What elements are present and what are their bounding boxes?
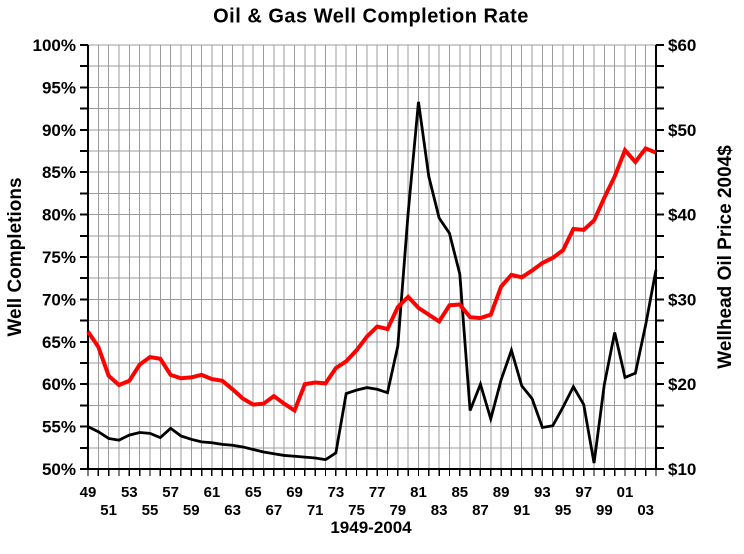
x-tick-label: 93 [534, 484, 551, 501]
x-tick-label: 03 [637, 502, 654, 519]
x-tick-label: 65 [245, 484, 262, 501]
axes [87, 45, 657, 470]
x-tick-label: 63 [224, 502, 241, 519]
tick-labels: 100% 95% 90% 85% 80% 75% 70% 65% 60% 55% 50% $60 $50… [33, 36, 697, 519]
x-tick-label: 91 [513, 502, 530, 519]
x-tick-label: 79 [389, 502, 406, 519]
y-right-tick-label: $30 [668, 290, 696, 309]
y-left-tick-label: 90% [42, 121, 76, 140]
x-tick-label: 83 [431, 502, 448, 519]
tick-marks [80, 44, 664, 476]
x-tick-label: 85 [451, 484, 468, 501]
y-left-tick-label: 60% [42, 375, 76, 394]
x-tick-label: 57 [162, 484, 179, 501]
y-left-tick-label: 50% [42, 460, 76, 479]
series-oil-price-line [87, 101, 658, 464]
x-tick-label: 75 [348, 502, 365, 519]
x-tick-label: 81 [410, 484, 427, 501]
x-tick-label: 69 [286, 484, 303, 501]
y-right-tick-label: $20 [668, 375, 696, 394]
y-left-tick-label: 75% [42, 248, 76, 267]
x-tick-label: 73 [328, 484, 345, 501]
x-tick-label: 87 [472, 502, 489, 519]
x-tick-label: 97 [575, 484, 592, 501]
x-tick-label: 89 [493, 484, 510, 501]
x-tick-label: 55 [142, 502, 159, 519]
x-axis-title: 1949-2004 [330, 518, 412, 537]
x-tick-label: 53 [121, 484, 138, 501]
y-left-tick-label: 85% [42, 163, 76, 182]
series-completion-rate-line [86, 146, 657, 414]
chart-title: Oil & Gas Well Completion Rate [213, 5, 529, 28]
y-left-tick-label: 100% [33, 36, 76, 55]
x-tick-label: 71 [307, 502, 324, 519]
x-tick-label: 61 [204, 484, 221, 501]
y-right-tick-label: $40 [668, 206, 696, 225]
y-left-tick-label: 55% [42, 418, 76, 437]
x-tick-label: 77 [369, 484, 386, 501]
y-left-tick-label: 70% [42, 290, 76, 309]
x-tick-label: 95 [555, 502, 572, 519]
y-left-tick-label: 65% [42, 333, 76, 352]
x-tick-label: 49 [80, 484, 97, 501]
y-right-tick-label: $10 [668, 460, 696, 479]
gridlines [88, 44, 656, 469]
y-left-axis-title: Well Completions [5, 177, 26, 337]
x-tick-label: 59 [183, 502, 200, 519]
x-tick-label: 99 [596, 502, 613, 519]
x-tick-label: 51 [100, 502, 117, 519]
y-right-axis-title: Wellhead Oil Price 2004$ [715, 145, 736, 369]
y-right-tick-label: $50 [668, 121, 696, 140]
x-tick-label: 67 [266, 502, 283, 519]
y-left-tick-label: 95% [42, 78, 76, 97]
y-left-tick-label: 80% [42, 206, 76, 225]
x-tick-label: 01 [617, 484, 634, 501]
y-right-tick-label: $60 [668, 36, 696, 55]
